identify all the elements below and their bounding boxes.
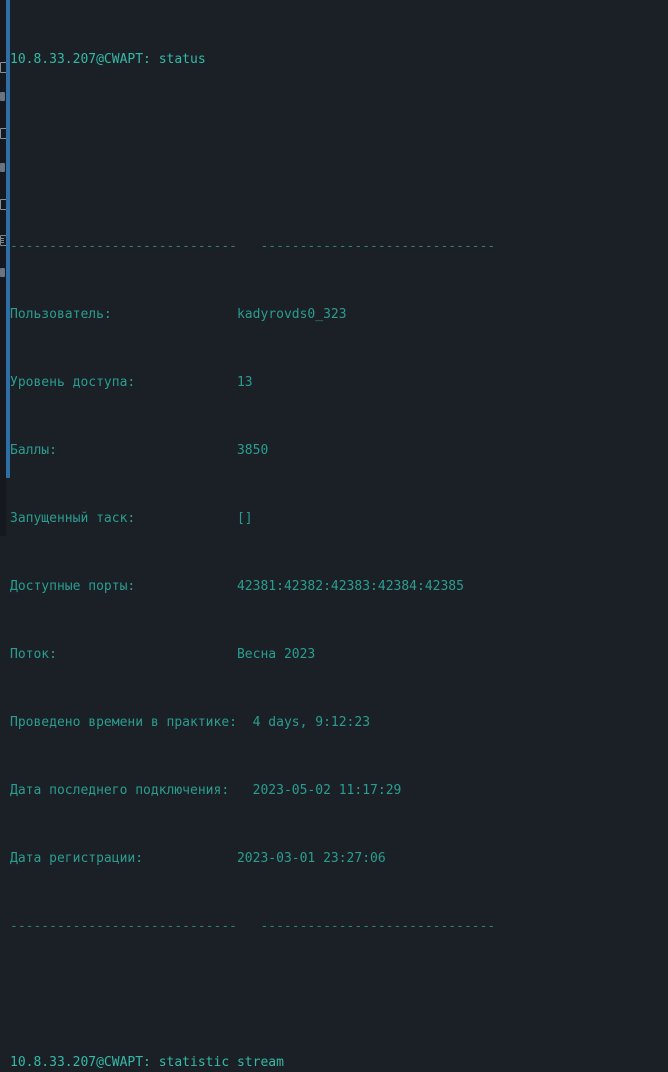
status-row-label: Проведено времени в практике: xyxy=(10,715,237,730)
adjacent-panel-strip xyxy=(0,0,6,536)
status-row-pad xyxy=(135,579,237,594)
statistic-command-line: 10.8.33.207@CWAPT: statistic stream xyxy=(10,1055,284,1070)
status-row: Уровень доступа: 13 xyxy=(10,374,668,391)
spacer xyxy=(10,986,668,1003)
status-row-pad xyxy=(57,647,237,662)
status-row: Доступные порты: 42381:42382:42383:42384… xyxy=(10,578,668,595)
status-row-label: Поток: xyxy=(10,647,57,662)
status-row-value: Весна 2023 xyxy=(236,647,316,662)
status-row-label: Доступные порты: xyxy=(10,579,136,594)
status-row-label: Дата регистрации: xyxy=(10,851,144,866)
status-row-label: Баллы: xyxy=(10,443,57,458)
status-row-pad xyxy=(143,851,237,866)
status-row-pad xyxy=(112,307,237,322)
panel-icon-2[interactable] xyxy=(0,92,5,101)
status-row: Баллы: 3850 xyxy=(10,442,668,459)
status-row: Пользователь: kadyrovds0_323 xyxy=(10,306,668,323)
status-row-label: Запущенный таск: xyxy=(10,511,136,526)
status-row: Дата регистрации: 2023-03-01 23:27:06 xyxy=(10,850,668,867)
status-row-pad xyxy=(57,443,237,458)
status-command-line: 10.8.33.207@CWAPT: status xyxy=(10,52,206,67)
status-row-value: [] xyxy=(236,511,253,526)
status-row-value: 2023-05-02 11:17:29 xyxy=(252,783,402,798)
panel-icon-1[interactable] xyxy=(0,62,6,73)
status-row-label: Дата последнего подключения: xyxy=(10,783,230,798)
status-row: Запущенный таск: [] xyxy=(10,510,668,527)
panel-icon-6[interactable] xyxy=(0,235,6,246)
status-separator-bottom: ----------------------------- ----------… xyxy=(10,919,496,934)
status-separator-top: ----------------------------- ----------… xyxy=(10,239,496,254)
panel-icon-3[interactable] xyxy=(0,128,6,139)
panel-icon-5[interactable] xyxy=(0,199,6,210)
status-row-pad xyxy=(229,783,252,798)
panel-icon-4[interactable] xyxy=(0,163,5,172)
scrollbar-thumb[interactable] xyxy=(6,0,10,478)
status-row-value: 3850 xyxy=(236,443,269,458)
status-row-pad xyxy=(135,511,237,526)
status-row: Проведено времени в практике: 4 days, 9:… xyxy=(10,714,668,731)
spacer xyxy=(10,119,668,136)
spacer xyxy=(10,170,668,187)
status-row: Поток: Весна 2023 xyxy=(10,646,668,663)
status-row: Дата последнего подключения: 2023-05-02 … xyxy=(10,782,668,799)
terminal-output: 10.8.33.207@CWAPT: status --------------… xyxy=(10,0,668,1070)
status-row-value: 2023-03-01 23:27:06 xyxy=(236,851,386,866)
status-row-value: kadyrovds0_323 xyxy=(236,307,347,322)
status-row-label: Пользователь: xyxy=(10,307,112,322)
status-row-value: 4 days, 9:12:23 xyxy=(252,715,371,730)
status-row-pad xyxy=(135,375,237,390)
panel-icon-7[interactable] xyxy=(0,268,5,277)
status-row-pad xyxy=(237,715,253,730)
status-row-label: Уровень доступа: xyxy=(10,375,136,390)
status-row-value: 13 xyxy=(236,375,253,390)
status-row-value: 42381:42382:42383:42384:42385 xyxy=(236,579,464,594)
